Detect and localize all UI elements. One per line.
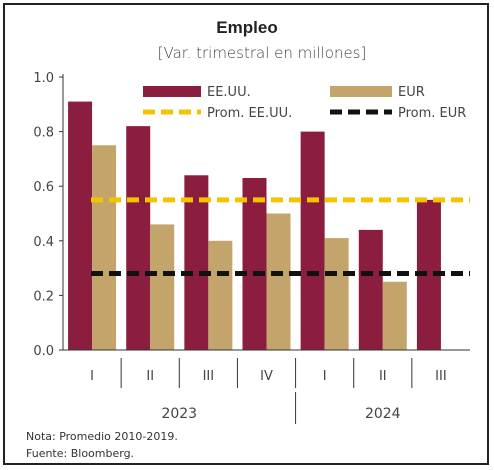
bar-eur [208, 240, 233, 350]
y-tick-label: 0.0 [33, 344, 54, 359]
legend-swatch-eur [330, 86, 392, 97]
note-text: Nota: Promedio 2010-2019. [26, 430, 178, 443]
bar-eeuu [300, 131, 325, 350]
bar-eur [150, 224, 175, 350]
bars [68, 101, 441, 350]
bar-eur [382, 281, 407, 350]
y-tick-label: 0.6 [33, 180, 54, 195]
bar-eeuu [126, 126, 151, 350]
chart-title: Empleo [216, 18, 277, 37]
bar-eeuu [184, 175, 209, 350]
chart-subtitle: [Var. trimestral en millones] [158, 44, 367, 62]
x-tick-label: III [435, 369, 447, 384]
reference-lines [91, 197, 470, 277]
bar-eeuu [242, 178, 267, 350]
bar-eeuu [358, 229, 383, 350]
legend-label-eur: EUR [398, 85, 425, 100]
x-group-label: 2024 [365, 406, 401, 422]
y-tick-label: 0.2 [33, 289, 54, 304]
bar-eeuu [68, 101, 93, 350]
x-tick-label: III [203, 369, 215, 384]
legend: EE.UU. EUR Prom. EE.UU. Prom. EUR [143, 85, 466, 121]
bar-eur [92, 145, 117, 350]
legend-swatch-eeuu [143, 86, 201, 97]
x-tick-label: II [146, 369, 154, 384]
y-axis: 0.0 0.2 0.4 0.6 0.8 1.0 [33, 71, 64, 359]
legend-label-eeuu: EE.UU. [207, 85, 251, 100]
bar-eur [324, 238, 349, 350]
x-tick-label: II [379, 369, 387, 384]
source-text: Fuente: Bloomberg. [26, 447, 134, 460]
legend-label-prom-eeuu: Prom. EE.UU. [207, 106, 292, 121]
x-tick-label: IV [260, 369, 273, 384]
y-tick-label: 0.8 [33, 126, 54, 141]
x-group-label: 2023 [161, 406, 197, 422]
x-tick-label: I [323, 369, 327, 384]
legend-label-prom-eur: Prom. EUR [398, 106, 466, 121]
y-tick-label: 1.0 [33, 71, 54, 86]
bar-eur [266, 213, 291, 350]
x-tick-label: I [90, 369, 94, 384]
y-tick-label: 0.4 [33, 235, 54, 250]
